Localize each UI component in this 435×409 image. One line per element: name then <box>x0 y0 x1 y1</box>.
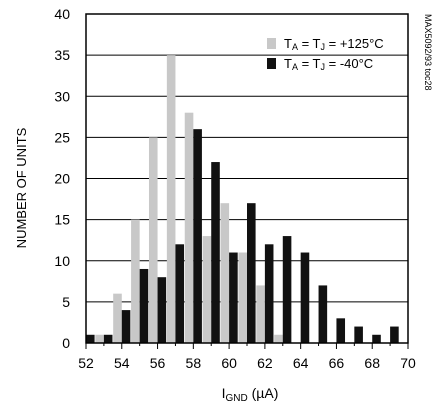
bar-minus40c <box>390 326 399 343</box>
bar-125c <box>220 203 230 343</box>
bar-minus40c <box>103 334 113 343</box>
x-tick-label: 64 <box>293 355 309 371</box>
bar-125c <box>148 137 158 343</box>
x-tick-label: 60 <box>221 355 237 371</box>
y-tick-label: 15 <box>54 212 70 228</box>
legend-swatch-minus40c <box>267 58 276 69</box>
bar-minus40c <box>139 268 149 343</box>
x-tick-label: 54 <box>114 355 130 371</box>
bar-125c <box>184 112 194 343</box>
y-tick-label: 0 <box>62 335 70 351</box>
side-label: MAX5092/93 toc28 <box>423 14 433 91</box>
bar-125c <box>166 55 176 343</box>
y-tick-label: 20 <box>54 171 70 187</box>
bar-minus40c <box>282 236 292 343</box>
y-axis-label: NUMBER OF UNITS <box>14 127 29 248</box>
bar-minus40c <box>354 326 363 343</box>
x-tick-label: 56 <box>150 355 166 371</box>
x-tick-label: 66 <box>329 355 345 371</box>
x-tick-label: 62 <box>257 355 273 371</box>
bar-125c <box>95 334 104 343</box>
bar-125c <box>113 293 122 343</box>
y-axis-ticks: 0 5 10 15 20 25 30 35 40 <box>54 6 70 351</box>
bar-125c <box>256 285 265 343</box>
bar-minus40c <box>372 334 381 343</box>
y-tick-label: 10 <box>54 253 70 269</box>
x-tick-label: 68 <box>364 355 380 371</box>
bar-minus40c <box>247 203 256 343</box>
bar-minus40c <box>121 310 131 343</box>
bar-minus40c <box>264 244 274 343</box>
x-axis-label-main: I <box>222 385 226 401</box>
x-axis-label-sub: GND <box>226 393 248 404</box>
bar-minus40c <box>211 162 220 343</box>
legend-label-125c: TA = TJ = +125°C <box>284 36 384 52</box>
bar-minus40c <box>86 334 95 343</box>
legend-label-minus40c: TA = TJ = -40°C <box>284 56 373 72</box>
x-axis-label-unit: (µA) <box>248 385 279 401</box>
y-tick-label: 30 <box>54 88 70 104</box>
bar-minus40c <box>336 318 346 343</box>
bar-minus40c <box>175 244 185 343</box>
bar-125c <box>131 219 140 343</box>
bar-125c <box>202 236 212 343</box>
x-tick-label: 70 <box>400 355 416 371</box>
bar-minus40c <box>300 252 310 343</box>
bar-minus40c <box>229 252 238 343</box>
y-tick-label: 40 <box>54 6 70 22</box>
y-tick-label: 25 <box>54 129 70 145</box>
bars <box>86 55 399 343</box>
y-tick-label: 35 <box>54 47 70 63</box>
y-tick-label: 5 <box>62 294 70 310</box>
bar-minus40c <box>318 285 328 343</box>
x-tick-label: 58 <box>186 355 202 371</box>
legend-swatch-125c <box>267 38 276 49</box>
x-axis-label: IGND (µA) <box>222 385 279 404</box>
legend: TA = TJ = +125°C TA = TJ = -40°C <box>267 36 384 72</box>
x-tick-label: 52 <box>78 355 94 371</box>
x-axis-ticks: 52 54 56 58 60 62 64 66 68 70 <box>78 343 416 371</box>
bar-minus40c <box>193 129 202 343</box>
bar-minus40c <box>157 277 167 343</box>
bar-125c <box>238 252 247 343</box>
bar-125c <box>274 334 283 343</box>
